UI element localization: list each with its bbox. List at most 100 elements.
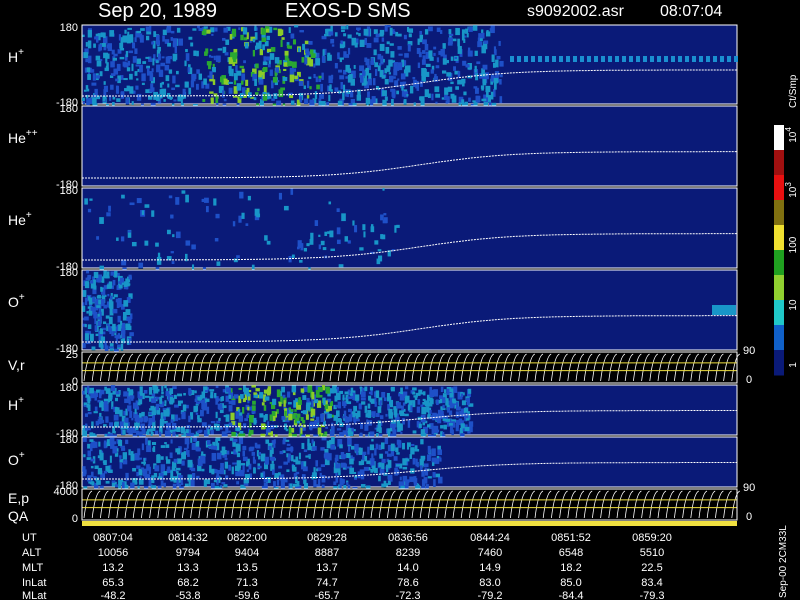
spectrogram-texture <box>215 55 221 63</box>
spectrogram-texture <box>209 78 214 82</box>
spectrogram-texture <box>202 267 206 271</box>
spectrogram-texture <box>252 73 257 81</box>
spectrogram-texture <box>309 49 314 55</box>
spectrogram-texture <box>490 25 495 34</box>
spectrogram-texture <box>277 28 282 37</box>
spectrogram-texture <box>191 264 195 272</box>
spectrogram-texture <box>89 439 94 442</box>
spectrogram-texture <box>233 73 238 81</box>
panel-background <box>81 105 738 187</box>
spectrogram-texture <box>481 45 486 54</box>
spectrogram-texture <box>350 98 355 105</box>
spectrogram-texture <box>358 403 362 410</box>
spectrogram-texture <box>195 401 200 405</box>
wave-trace <box>575 490 585 519</box>
spectrogram-texture <box>308 267 311 270</box>
spectrogram-texture <box>130 482 135 490</box>
spectrogram-texture <box>261 28 266 35</box>
spectrogram-texture <box>650 56 654 62</box>
spectrogram-texture <box>401 85 404 91</box>
spectrogram-texture <box>82 428 86 432</box>
spectrogram-texture <box>125 439 129 445</box>
spectrogram-texture <box>170 30 175 34</box>
spectrogram-texture <box>365 58 370 66</box>
spectrogram-texture <box>452 400 457 404</box>
spectrogram-texture <box>242 450 246 457</box>
spectrogram-texture <box>125 309 131 316</box>
spectrogram-texture <box>187 67 193 75</box>
wave-trace <box>288 490 298 519</box>
spectrogram-texture <box>161 419 165 423</box>
spectrogram-texture <box>90 69 95 73</box>
spectrogram-texture <box>104 340 107 349</box>
spectrogram-texture <box>266 240 271 245</box>
spectrogram-texture <box>431 448 434 455</box>
spectrogram-texture <box>324 386 330 389</box>
spectrogram-texture <box>312 394 316 400</box>
spectrogram-texture <box>110 73 116 76</box>
spectrogram-texture <box>135 64 140 67</box>
wave-trace <box>214 353 224 382</box>
spectrogram-texture <box>140 467 145 470</box>
spectrogram-texture <box>233 80 237 85</box>
spectrogram-texture <box>240 484 245 491</box>
spectrogram-texture <box>298 397 301 404</box>
wave-trace <box>231 490 240 519</box>
spectrogram-texture <box>99 400 104 408</box>
spectrogram-texture <box>289 67 294 75</box>
spectrogram-texture <box>206 440 211 445</box>
colorbar-segment <box>774 250 784 276</box>
spectrogram-texture <box>120 47 125 51</box>
spectrogram-texture <box>449 398 454 406</box>
spectrogram-texture <box>215 213 220 219</box>
spectrogram-texture <box>87 208 92 213</box>
spectrogram-texture <box>326 440 332 449</box>
spectrogram-texture <box>112 406 118 410</box>
wave-trace <box>682 490 691 519</box>
spectrogram-texture <box>120 445 125 448</box>
spectrogram-texture <box>310 53 316 59</box>
spectrogram-texture <box>394 225 397 233</box>
wave-trace <box>91 353 101 382</box>
spectrogram-texture <box>444 95 448 101</box>
spectrogram-texture <box>84 404 88 408</box>
spectrogram-texture <box>224 457 228 461</box>
spectrogram-texture <box>244 42 249 49</box>
spectrogram-texture <box>269 449 273 457</box>
spectrogram-texture <box>486 30 489 36</box>
spectrogram-texture <box>222 46 227 54</box>
header-file: s9092002.asr <box>527 3 625 20</box>
spectrogram-texture <box>348 414 353 422</box>
spectrogram-texture <box>96 274 102 281</box>
spectrogram-texture <box>82 343 86 348</box>
spectrogram-texture <box>187 459 193 468</box>
spectrogram-texture <box>427 26 433 32</box>
spectrogram-texture <box>524 56 528 62</box>
spectrogram-texture <box>272 398 277 405</box>
spectrogram-texture <box>266 35 270 41</box>
spectrogram-texture <box>150 398 155 403</box>
spectrogram-texture <box>136 198 142 204</box>
spectrogram-texture <box>438 476 443 484</box>
footer-value: 14.0 <box>397 562 418 574</box>
spectrogram-texture <box>390 88 396 92</box>
spectrogram-texture <box>258 70 262 78</box>
spectrogram-texture <box>437 416 442 424</box>
wave-trace <box>182 490 191 519</box>
spectrogram-texture <box>398 481 403 489</box>
spectrogram-texture <box>116 98 121 102</box>
spectrogram-texture <box>171 414 175 422</box>
spectrogram-texture <box>156 407 161 415</box>
spectrogram-texture <box>169 388 174 394</box>
spectrogram-texture <box>347 390 352 396</box>
spectrogram-texture <box>387 480 391 485</box>
spectrogram-texture <box>296 481 300 487</box>
spectrogram-texture <box>82 302 85 307</box>
spectrogram-texture <box>429 386 432 391</box>
spectrogram-texture <box>86 403 90 408</box>
spectrogram-texture <box>306 402 312 405</box>
spectrogram-texture <box>175 197 180 205</box>
spectrogram-texture <box>296 402 302 410</box>
spectrogram-texture <box>440 425 444 429</box>
spectrogram-texture <box>443 54 447 62</box>
